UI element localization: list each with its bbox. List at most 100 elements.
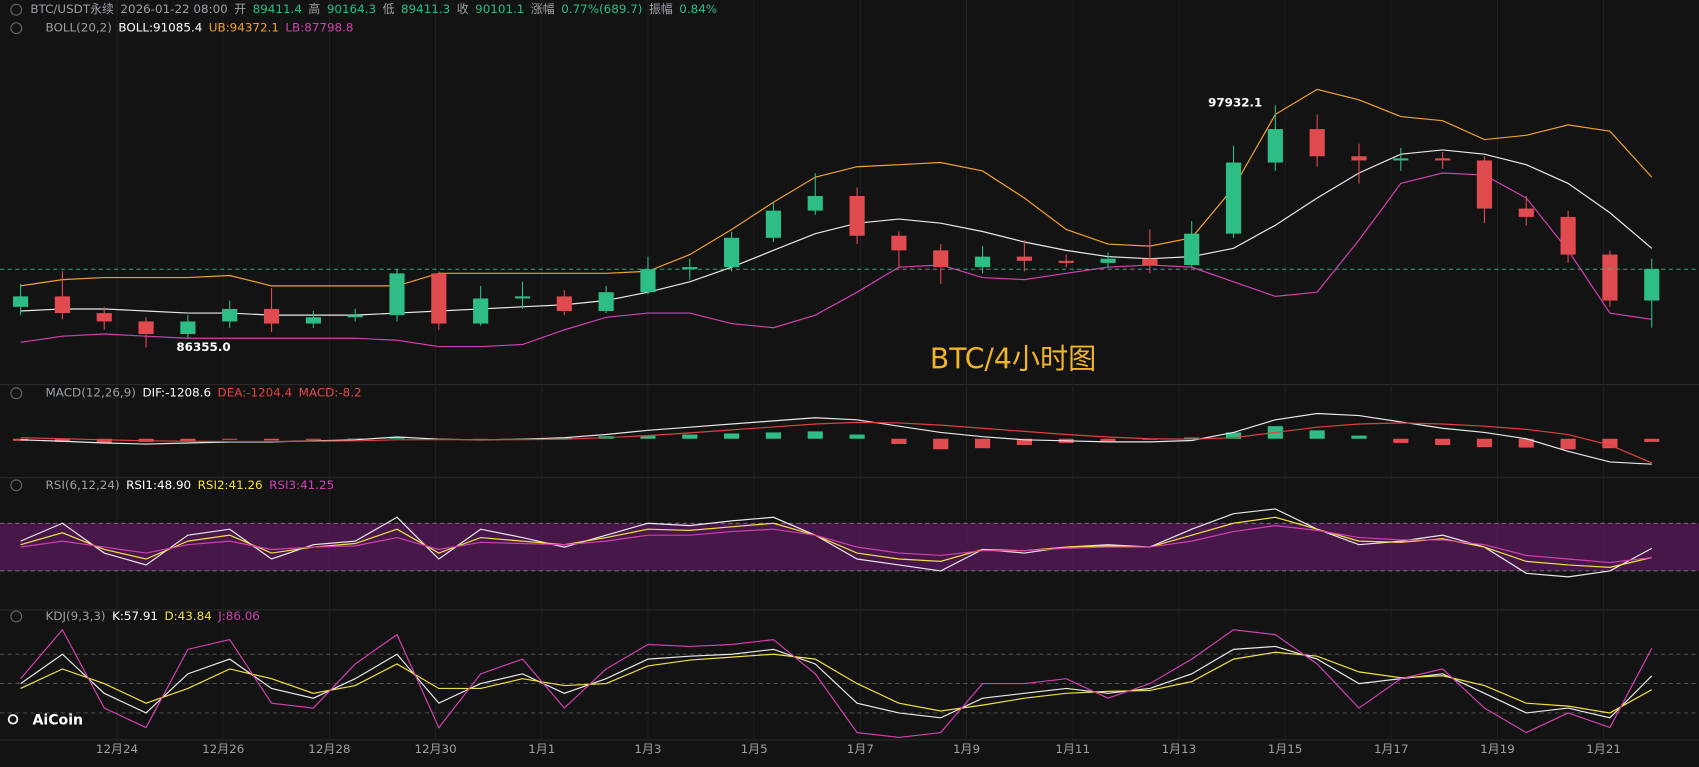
legend-item: 收 [457, 2, 469, 16]
legend-item: DEA:-1204.4 [218, 386, 293, 400]
indicator-line [20, 508, 1653, 578]
candle-body [1518, 208, 1534, 217]
candle-body [682, 267, 698, 270]
x-tick-label: 1月15 [1268, 742, 1303, 756]
x-tick-label: 1月7 [847, 742, 874, 756]
candle-body [1351, 156, 1367, 161]
macd-bar [1602, 438, 1618, 449]
candle-body [849, 195, 865, 236]
candle-body [598, 292, 614, 312]
candle-body [1393, 158, 1409, 161]
legend-item: KDJ(9,3,3) [46, 609, 106, 623]
macd-bar [849, 434, 865, 439]
legend-item: 振幅 [649, 2, 673, 16]
candle-body [765, 210, 782, 238]
legend-item: DIF:-1208.6 [142, 386, 211, 400]
candle-body [305, 317, 321, 324]
legend-item: BOLL:91085.4 [118, 21, 202, 35]
indicator-line [20, 149, 1653, 316]
legend-item: 高 [308, 2, 320, 16]
legend-item: RSI(6,12,24) [46, 478, 120, 492]
indicator-line [20, 525, 1652, 564]
macd-bar [1309, 430, 1325, 439]
x-tick-label: 1月17 [1374, 742, 1409, 756]
macd-bar [1100, 438, 1116, 442]
x-tick-label: 1月13 [1162, 742, 1197, 756]
candle-body [54, 296, 70, 314]
legend-item: RSI3:41.25 [269, 478, 334, 492]
x-tick-label: 12月26 [202, 742, 244, 756]
macd-bar [974, 438, 991, 449]
candle-body [389, 273, 405, 316]
macd-bar [1393, 438, 1409, 443]
legend-item: UB:94372.1 [209, 21, 279, 35]
candle-body [933, 250, 949, 268]
candle-body [807, 195, 823, 211]
macd-bar [96, 438, 112, 443]
x-tick-label: 12月28 [308, 742, 350, 756]
candle-body [1435, 158, 1451, 161]
candle-body [1016, 256, 1032, 261]
candle-body [473, 298, 489, 324]
indicator-line [20, 645, 1653, 719]
candle-body [514, 296, 531, 299]
macd-bar [1351, 435, 1367, 439]
legend-item: LB:87798.8 [285, 21, 353, 35]
candle-body [347, 315, 363, 318]
candle-body [13, 296, 29, 307]
macd-bar [13, 438, 29, 441]
macd-bar [933, 438, 949, 450]
macd-bar [222, 438, 238, 440]
candle-body [1309, 129, 1325, 157]
legend-item: RSI2:41.26 [198, 478, 263, 492]
macd-bar [1184, 437, 1200, 439]
logo: AiCoin [7, 712, 83, 728]
legend-icon [10, 479, 23, 492]
legend-item: BTC/USDT永续 [30, 2, 114, 16]
candle-body [222, 308, 238, 322]
indicator-line [20, 172, 1652, 348]
macd-bar [891, 438, 907, 445]
macd-bar [640, 435, 656, 439]
legend-item: J:86.06 [217, 609, 260, 623]
indicator-line [20, 516, 1652, 568]
x-tick-label: 1月1 [528, 742, 555, 756]
indicator-line [20, 88, 1653, 287]
macd-bar [765, 432, 782, 439]
x-tick-label: 12月30 [414, 742, 456, 756]
candle-body [1560, 216, 1576, 255]
legend-item: 涨幅 [531, 2, 555, 16]
legend-item: 89411.4 [253, 2, 302, 16]
macd-bar [305, 438, 321, 440]
legend-item: 89411.3 [401, 2, 450, 16]
candle-body [1100, 258, 1116, 263]
candle-body [263, 308, 280, 324]
macd-bar [682, 434, 698, 439]
candle-body [891, 235, 907, 251]
candle-body [96, 313, 112, 322]
candle-body [640, 269, 656, 293]
logo-icon [7, 714, 19, 725]
legend-item: 90101.1 [475, 2, 524, 16]
macd-bar [54, 438, 70, 442]
x-tick-label: 1月9 [953, 742, 980, 756]
x-tick-label: 12月24 [96, 742, 138, 756]
candle-body [1267, 129, 1283, 163]
candle-body [556, 296, 572, 312]
candle-body [724, 237, 740, 268]
indicator-line [20, 628, 1653, 739]
macd-bar [1016, 438, 1032, 446]
macd-bar [807, 431, 823, 439]
legend-icon [10, 610, 23, 623]
legend-item: 开 [234, 2, 246, 16]
macd-bar [1518, 438, 1534, 448]
candle-body [1058, 260, 1074, 263]
legend-item: MACD(12,26,9) [46, 386, 136, 400]
macd-bar [1644, 438, 1660, 442]
rsi-band [0, 523, 1699, 571]
candle-body [1225, 162, 1242, 234]
macd-bar [1476, 438, 1493, 448]
